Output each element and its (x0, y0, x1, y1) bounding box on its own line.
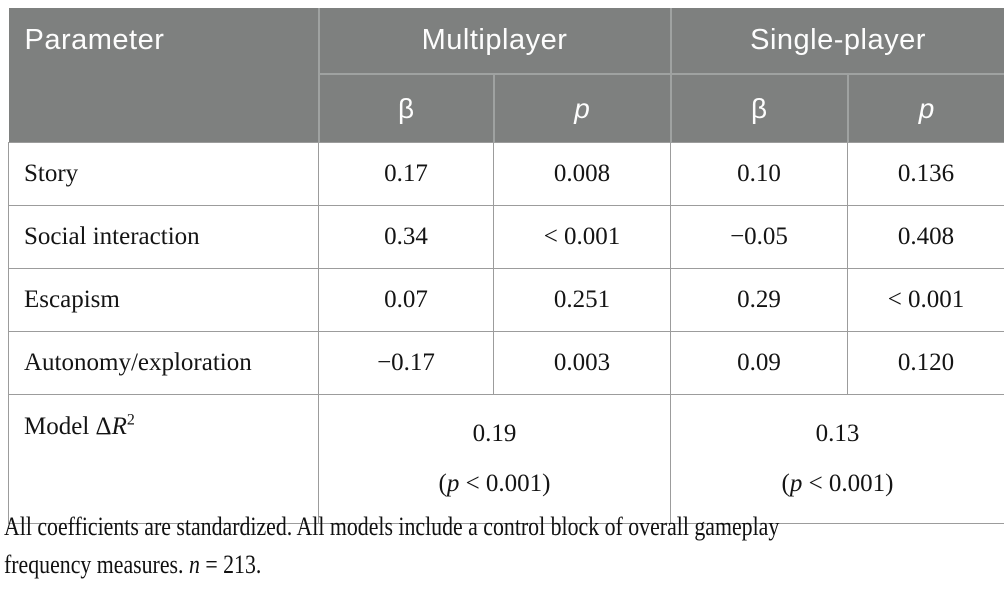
footnote-line2-text: frequency measures. (4, 550, 189, 579)
cell-mp-beta: −0.17 (318, 331, 494, 395)
table-row-social-interaction: Social interaction 0.34 < 0.001 −0.05 0.… (8, 205, 1004, 269)
subheader-single-player-beta: β (669, 73, 848, 143)
p-symbol: p (446, 470, 460, 497)
model-label-superscript: 2 (126, 411, 135, 429)
header-group-row: Parameter Multiplayer Single-player (8, 8, 1004, 143)
model-value: 0.13 (815, 420, 860, 447)
paren-open: ( (438, 470, 447, 497)
paren-open: ( (781, 470, 790, 497)
footnote-line-2: frequency measures. n = 213. (4, 546, 987, 584)
row-label: Escapism (8, 268, 319, 332)
cell-sp-beta: 0.10 (670, 142, 848, 206)
model-value: 0.19 (472, 420, 517, 447)
row-label: Social interaction (8, 205, 319, 269)
column-group-single-player: Single-player (669, 8, 1004, 74)
header-sub-row: β p β p (9, 73, 1004, 143)
table-row-escapism: Escapism 0.07 0.251 0.29 < 0.001 (8, 268, 1004, 332)
table-header: Parameter Multiplayer Single-player β p … (8, 8, 1004, 143)
p-symbol: p (789, 470, 803, 497)
table-row-autonomy-exploration: Autonomy/exploration −0.17 0.003 0.09 0.… (8, 331, 1004, 395)
table-row-model-delta-r2: Model ΔR2 0.19 (p < 0.001) 0.13 (p < 0.0… (8, 394, 1004, 524)
model-p-value: (p < 0.001) (671, 459, 1004, 509)
subheader-single-player-p: p (846, 73, 1004, 143)
cell-sp-p: 0.136 (846, 142, 1004, 206)
cell-sp-beta: 0.09 (670, 331, 848, 395)
p-rest: < 0.001) (802, 470, 894, 497)
cell-mp-p: 0.008 (493, 142, 671, 206)
column-header-parameter: Parameter (8, 8, 319, 143)
p-symbol: p (918, 92, 935, 124)
cell-mp-p: 0.003 (493, 331, 671, 395)
cell-mp-beta: 0.17 (318, 142, 494, 206)
column-group-multiplayer: Multiplayer (317, 8, 671, 74)
table-body: Story 0.17 0.008 0.10 0.136 Social inter… (8, 142, 1004, 524)
model-label-prefix: Model Δ (24, 413, 112, 440)
p-symbol: p (574, 92, 590, 124)
cell-sp-beta: −0.05 (670, 205, 848, 269)
cell-model-multiplayer: 0.19 (p < 0.001) (318, 394, 671, 524)
cell-mp-p: 0.251 (493, 268, 671, 332)
row-label: Story (8, 142, 319, 206)
subheader-multiplayer-beta: β (317, 73, 494, 143)
model-label-r: R (111, 413, 127, 440)
row-label-model-delta-r2: Model ΔR2 (8, 394, 319, 524)
n-value: = 213. (199, 550, 262, 579)
regression-results-table: Parameter Multiplayer Single-player β p … (8, 8, 1004, 524)
cell-sp-beta: 0.29 (670, 268, 848, 332)
footnote-line-1: All coefficients are standardized. All m… (4, 512, 780, 541)
subheader-multiplayer-p: p (492, 73, 671, 143)
model-p-value: (p < 0.001) (319, 459, 670, 509)
table-row-story: Story 0.17 0.008 0.10 0.136 (8, 142, 1004, 206)
n-symbol: n (188, 550, 200, 579)
cell-sp-p: 0.120 (846, 331, 1004, 395)
row-label: Autonomy/exploration (8, 331, 319, 395)
cell-model-single-player: 0.13 (p < 0.001) (669, 394, 1004, 524)
cell-sp-p: < 0.001 (846, 268, 1004, 332)
cell-mp-p: < 0.001 (493, 205, 671, 269)
cell-mp-beta: 0.34 (318, 205, 494, 269)
regression-results-table-wrap: Parameter Multiplayer Single-player β p … (8, 8, 1004, 524)
p-rest: < 0.001) (459, 470, 551, 497)
cell-sp-p: 0.408 (846, 205, 1004, 269)
table-footnote: All coefficients are standardized. All m… (4, 508, 987, 584)
cell-mp-beta: 0.07 (318, 268, 494, 332)
